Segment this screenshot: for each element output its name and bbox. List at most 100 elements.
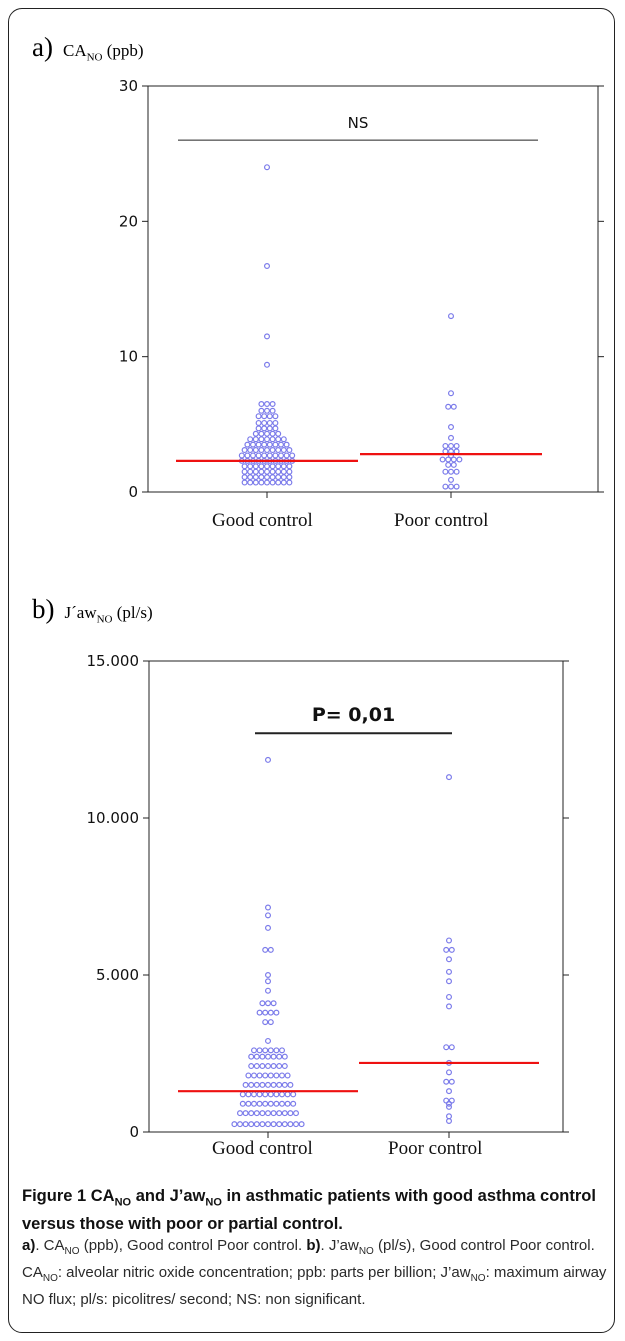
data-point xyxy=(251,1100,258,1107)
caption-title-part: Figure 1 CA xyxy=(22,1187,115,1205)
data-point xyxy=(242,1081,249,1088)
panel-a-letter: a) xyxy=(32,32,53,62)
data-point xyxy=(262,1019,269,1026)
data-point xyxy=(273,1009,280,1016)
data-point xyxy=(264,164,271,171)
data-point xyxy=(298,1121,305,1128)
data-point xyxy=(446,1118,453,1125)
data-point xyxy=(450,456,457,463)
panel-b-title-main: J´aw xyxy=(64,603,97,622)
data-point xyxy=(272,425,279,432)
data-point xyxy=(284,1100,291,1107)
data-point xyxy=(265,1110,272,1117)
data-point xyxy=(456,456,463,463)
data-point xyxy=(442,442,449,449)
data-point xyxy=(290,1100,297,1107)
data-point xyxy=(265,1053,272,1060)
data-point xyxy=(448,946,455,953)
data-point xyxy=(269,447,276,454)
data-point xyxy=(247,479,254,486)
caption-b-label: b) xyxy=(306,1237,321,1255)
data-point xyxy=(237,1121,244,1128)
data-point xyxy=(241,463,248,470)
caption-title: Figure 1 CANO and J’awNO in asthmatic pa… xyxy=(22,1185,607,1235)
figure-frame xyxy=(8,8,615,1333)
data-point xyxy=(272,419,279,426)
data-point xyxy=(269,436,276,443)
data-point xyxy=(245,1091,252,1098)
data-point xyxy=(259,1121,266,1128)
data-point xyxy=(264,407,271,414)
significance-label: NS xyxy=(348,114,369,132)
data-point xyxy=(266,425,273,432)
data-point xyxy=(264,361,271,368)
data-point xyxy=(448,1078,455,1085)
data-point xyxy=(258,436,265,443)
data-point xyxy=(273,1047,280,1054)
data-point xyxy=(247,436,254,443)
data-point xyxy=(250,452,257,459)
data-point xyxy=(245,1072,252,1079)
data-point xyxy=(264,430,271,437)
data-point xyxy=(255,452,262,459)
data-point xyxy=(443,1078,450,1085)
data-point xyxy=(272,452,279,459)
panel-b-label: b) J´awNO (pl/s) xyxy=(32,594,153,625)
data-point xyxy=(445,456,452,463)
data-point xyxy=(248,1063,255,1070)
data-point xyxy=(267,1019,274,1026)
data-point xyxy=(269,468,276,475)
data-point xyxy=(287,1110,294,1117)
data-point xyxy=(281,1110,288,1117)
data-point xyxy=(241,474,248,481)
data-point xyxy=(281,1081,288,1088)
y-tick-label: 10.000 xyxy=(87,809,140,827)
data-point xyxy=(252,479,259,486)
data-point xyxy=(251,1091,258,1098)
plot-frame xyxy=(147,85,599,493)
data-point xyxy=(446,1103,453,1110)
data-point xyxy=(275,468,282,475)
data-point xyxy=(442,483,449,490)
data-point xyxy=(250,441,257,448)
data-point xyxy=(446,1088,453,1095)
data-point xyxy=(448,424,455,431)
panel-a-title-unit: (ppb) xyxy=(102,41,144,60)
data-point xyxy=(251,1047,258,1054)
data-point xyxy=(253,1053,260,1060)
data-point xyxy=(276,1121,283,1128)
data-point xyxy=(262,1091,269,1098)
data-point xyxy=(256,1047,263,1054)
data-point xyxy=(259,1053,266,1060)
caption-title-sub: NO xyxy=(114,1196,132,1209)
panel-a-title-main: CA xyxy=(62,41,87,60)
data-point xyxy=(270,1063,277,1070)
data-point xyxy=(265,904,272,911)
caption-text: (ppb), Good control Poor control. xyxy=(79,1237,307,1255)
data-point xyxy=(446,937,453,944)
data-point xyxy=(264,463,271,470)
data-point xyxy=(448,1097,455,1104)
data-point xyxy=(286,463,293,470)
caption-sub: NO xyxy=(358,1246,374,1258)
data-point xyxy=(265,912,272,919)
data-point xyxy=(275,474,282,481)
data-point xyxy=(262,946,269,953)
panel-b-title-unit: (pl/s) xyxy=(112,603,153,622)
data-point xyxy=(275,463,282,470)
data-point xyxy=(261,413,268,420)
data-point xyxy=(244,441,251,448)
data-point xyxy=(275,479,282,486)
data-point xyxy=(231,1121,238,1128)
data-point xyxy=(453,442,460,449)
data-point xyxy=(256,1072,263,1079)
panel-b-title-sub: NO xyxy=(96,613,113,626)
data-point xyxy=(253,1081,260,1088)
data-point xyxy=(258,479,265,486)
data-point xyxy=(265,1000,272,1007)
data-point xyxy=(262,1100,269,1107)
data-point xyxy=(446,993,453,1000)
data-point xyxy=(266,413,273,420)
data-point xyxy=(247,447,254,454)
figure-caption: Figure 1 CANO and J’awNO in asthmatic pa… xyxy=(22,1185,607,1310)
